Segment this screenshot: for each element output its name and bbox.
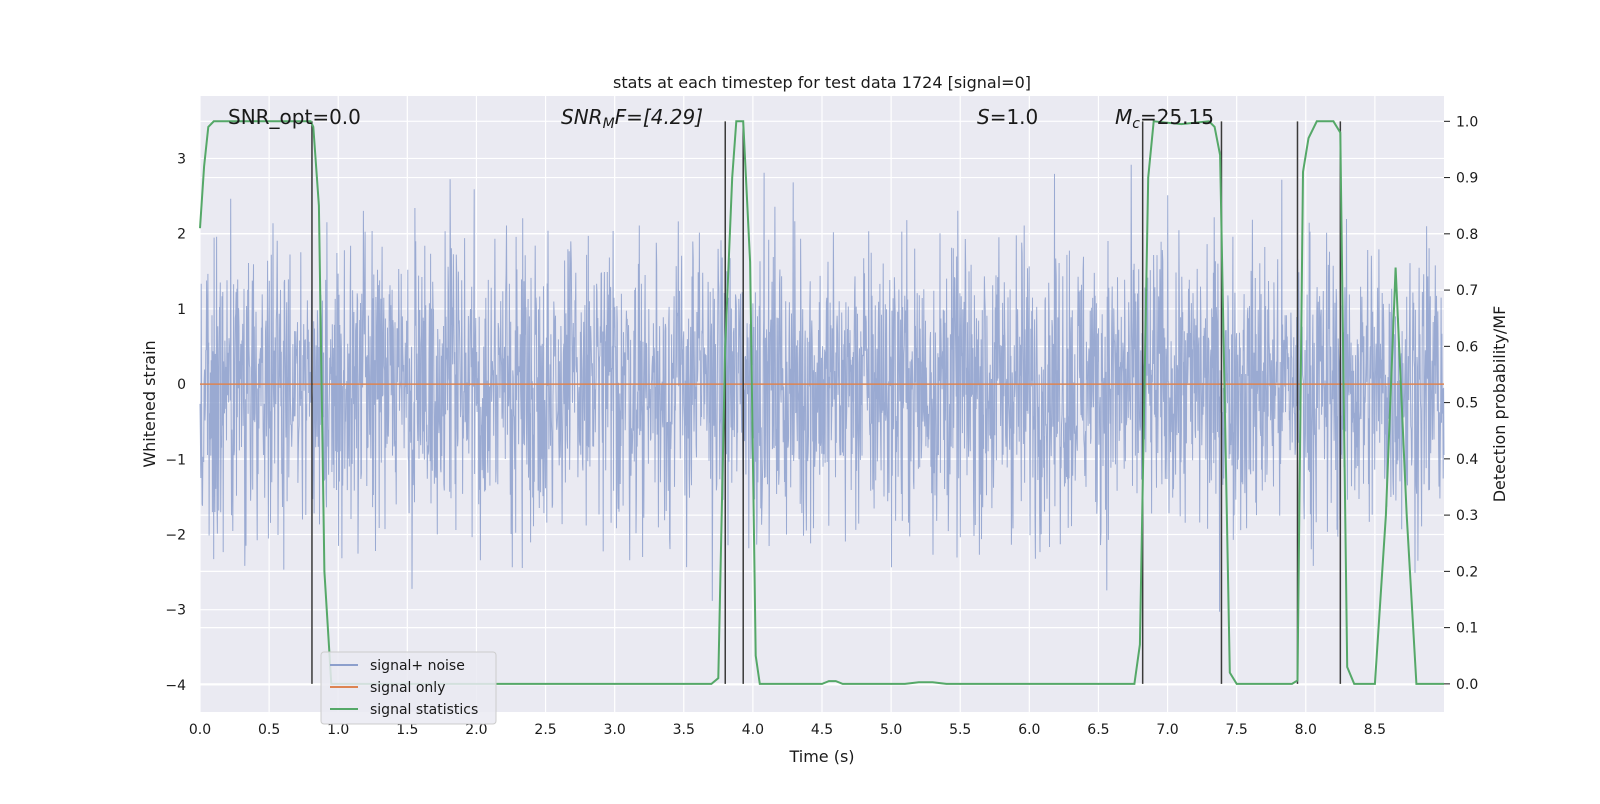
x-tick-label: 2.0 [465,722,487,738]
y-axis-right-label: Detection probability/MF [1490,306,1509,503]
legend-label-signal: signal only [370,680,445,696]
annotation-s: S=1.0 [977,105,1038,129]
y-left-tick-label: −4 [165,678,186,694]
x-tick-label: 3.5 [673,722,695,738]
x-tick-label: 1.0 [327,722,349,738]
legend-label-noise: signal+ noise [370,658,465,674]
y-right-tick-label: 0.1 [1456,621,1478,637]
y-right-tick-label: 0.9 [1456,171,1478,187]
x-tick-label: 5.5 [949,722,971,738]
y-left-tick-label: −3 [165,603,186,619]
series-signal-noise [199,164,1445,612]
x-tick-label: 4.0 [742,722,764,738]
y-right-tick-label: 0.5 [1456,396,1478,412]
y-left-tick-label: −2 [165,527,186,543]
y-axis-left-label: Whitened strain [140,340,159,467]
x-tick-label: 6.0 [1018,722,1040,738]
y-left-tick-label: 2 [177,227,186,243]
annotation-mc: Mc=25.15 [1115,105,1214,132]
annotation-snr-mf: SNRMF=[4.29] [561,105,703,132]
y-axis-right-ticks: 0.0 0.1 0.2 0.3 0.4 0.5 0.6 0.7 0.8 0.9 1.0 [1444,114,1478,693]
x-tick-label: 7.0 [1156,722,1178,738]
legend-box [320,651,497,725]
y-right-tick-label: 0.8 [1456,227,1478,243]
noise-line [199,164,1445,612]
y-right-tick-label: 0.2 [1456,564,1478,580]
x-tick-label: 7.5 [1226,722,1248,738]
y-axis-left-ticks: −4 −3 −2 −1 0 1 2 3 [165,151,186,693]
x-tick-label: 6.5 [1087,722,1109,738]
x-tick-label: 5.0 [880,722,902,738]
y-left-tick-label: −1 [165,452,186,468]
y-right-tick-label: 0.7 [1456,283,1478,299]
y-right-tick-label: 0.0 [1456,677,1478,693]
x-axis-ticks: 0.0 0.5 1.0 1.5 2.0 2.5 3.0 3.5 4.0 4.5 5.0 5.5 6.0 6… [189,722,1386,738]
chart-title: stats at each timestep for test data 172… [613,73,1031,92]
x-tick-label: 8.0 [1295,722,1317,738]
x-tick-label: 0.5 [258,722,280,738]
y-right-tick-label: 1.0 [1456,114,1478,130]
x-tick-label: 2.5 [534,722,556,738]
annotation-snr-opt: SNR_opt=0.0 [228,105,361,129]
y-right-tick-label: 0.4 [1456,452,1478,468]
x-tick-label: 8.5 [1364,722,1386,738]
y-left-tick-label: 0 [177,377,186,393]
x-tick-label: 1.5 [396,722,418,738]
x-tick-label: 3.0 [604,722,626,738]
y-left-tick-label: 3 [177,151,186,167]
y-left-tick-label: 1 [177,302,186,318]
y-right-tick-label: 0.3 [1456,508,1478,524]
x-tick-label: 4.5 [811,722,833,738]
x-tick-label: 0.0 [189,722,211,738]
x-axis-label: Time (s) [788,747,854,766]
legend: signal+ noise signal only signal statist… [320,651,497,725]
legend-label-stats: signal statistics [370,702,478,718]
y-right-tick-label: 0.6 [1456,339,1478,355]
